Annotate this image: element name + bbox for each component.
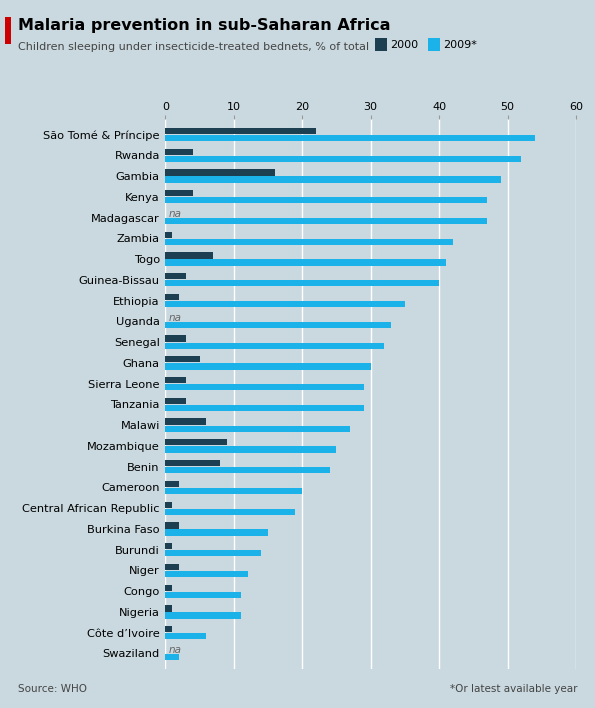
Bar: [165, 336, 186, 342]
Bar: [165, 384, 364, 390]
Bar: [165, 218, 487, 224]
Bar: [165, 176, 501, 183]
Bar: [165, 426, 350, 432]
Bar: [165, 301, 405, 307]
Bar: [165, 405, 364, 411]
Bar: [165, 294, 179, 300]
Bar: [165, 239, 453, 245]
Bar: [165, 592, 240, 598]
Bar: [165, 501, 173, 508]
Bar: [165, 530, 268, 535]
Bar: [165, 446, 337, 452]
Bar: [165, 550, 261, 556]
Bar: [165, 253, 214, 258]
Bar: [165, 128, 316, 134]
Bar: [165, 377, 186, 383]
Bar: [165, 356, 200, 362]
Bar: [165, 156, 521, 162]
Bar: [165, 169, 275, 176]
Bar: [165, 481, 179, 487]
Bar: [165, 343, 384, 349]
Bar: [165, 612, 240, 619]
Bar: [165, 523, 179, 528]
Bar: [165, 398, 186, 404]
Bar: [165, 633, 206, 639]
Bar: [165, 585, 173, 590]
Text: na: na: [169, 645, 182, 655]
Bar: [165, 467, 330, 474]
Text: *Or latest available year: *Or latest available year: [450, 684, 577, 694]
Bar: [165, 135, 535, 141]
Bar: [165, 571, 248, 577]
Bar: [165, 654, 179, 660]
Bar: [165, 363, 371, 370]
Bar: [165, 508, 296, 515]
Text: 2009*: 2009*: [443, 40, 477, 50]
Bar: [165, 190, 193, 196]
Bar: [165, 149, 193, 155]
Bar: [165, 488, 302, 494]
Bar: [165, 280, 439, 287]
Bar: [165, 273, 186, 280]
Text: Source: WHO: Source: WHO: [18, 684, 87, 694]
Bar: [165, 460, 220, 467]
Bar: [165, 439, 227, 445]
Bar: [165, 260, 446, 266]
Bar: [165, 605, 173, 612]
Text: Malaria prevention in sub-Saharan Africa: Malaria prevention in sub-Saharan Africa: [18, 18, 390, 33]
Bar: [165, 418, 206, 425]
Bar: [165, 626, 173, 632]
Bar: [165, 198, 487, 203]
Text: 2000: 2000: [390, 40, 418, 50]
Text: na: na: [169, 313, 182, 323]
Bar: [165, 543, 173, 549]
Text: na: na: [169, 209, 182, 219]
Text: Children sleeping under insecticide-treated bednets, % of total: Children sleeping under insecticide-trea…: [18, 42, 369, 52]
Bar: [165, 232, 173, 238]
Bar: [165, 321, 392, 328]
Bar: [165, 564, 179, 570]
